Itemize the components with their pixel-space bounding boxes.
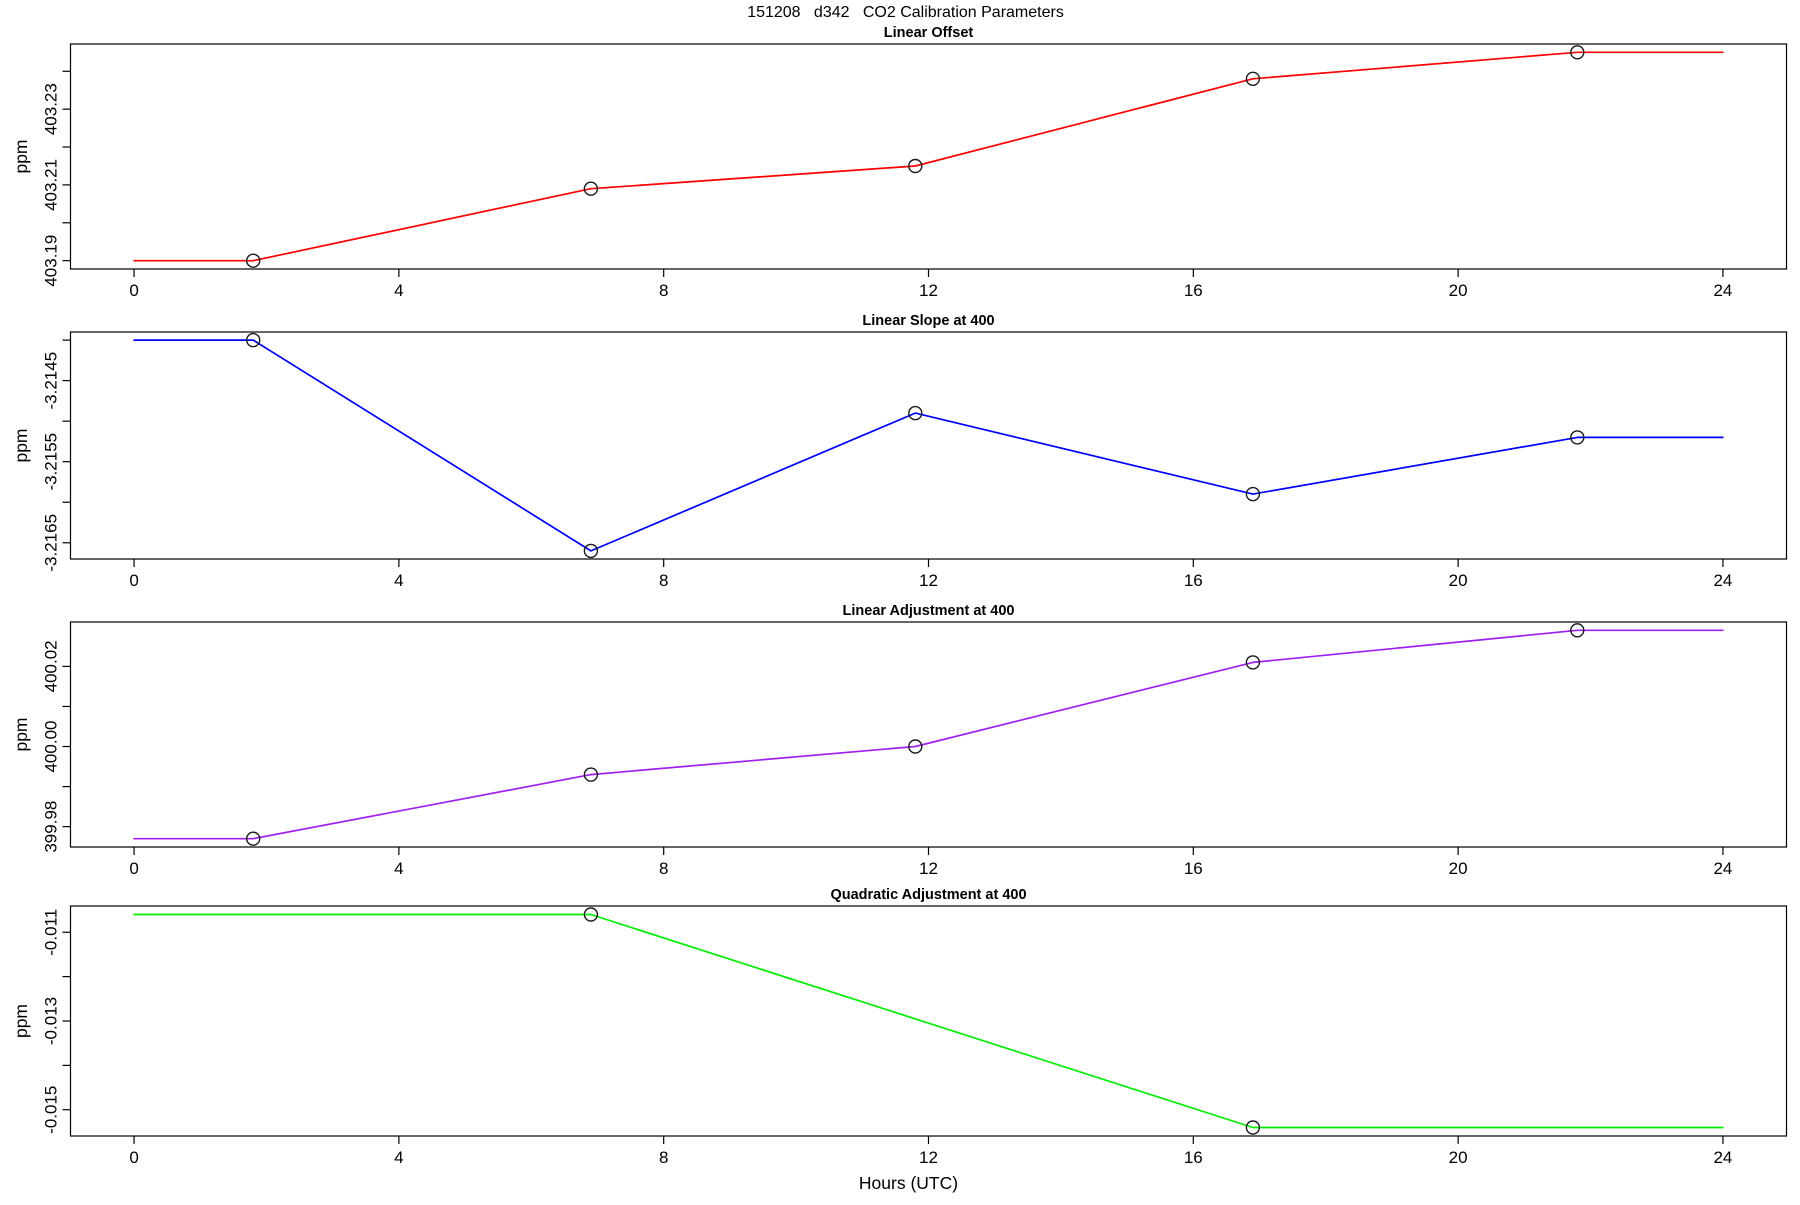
x-tick-label: 16 (1184, 571, 1203, 590)
data-point-marker (583, 543, 599, 559)
series-line (133, 51, 1724, 262)
x-tick-label: 16 (1184, 1148, 1203, 1167)
data-point-marker (245, 332, 261, 348)
x-tick-label: 0 (129, 859, 138, 878)
x-tick-label: 24 (1713, 281, 1732, 300)
x-tick-label: 12 (919, 1148, 938, 1167)
y-axis-caption: ppm (11, 717, 31, 751)
x-tick-label: 20 (1449, 1148, 1468, 1167)
plot-box (69, 621, 1788, 848)
y-tick-label: 400.02 (42, 640, 61, 692)
data-point-marker (1570, 45, 1585, 60)
x-tick-label: 12 (919, 859, 938, 878)
y-axis-caption: ppm (11, 1004, 31, 1038)
x-tick-label: 20 (1449, 859, 1468, 878)
panel-linear-slope-at-400: Linear Slope at 400 ppm 0 4 8 12 16 20 24 -3.2145… (11, 313, 1788, 590)
y-tick-label: 400.00 (42, 721, 61, 773)
series-line (133, 629, 1724, 840)
data-point-marker (583, 767, 599, 782)
panel-title: Quadratic Adjustment at 400 (830, 887, 1026, 903)
data-point-marker (1570, 623, 1585, 638)
x-tick-label: 8 (659, 571, 668, 590)
x-tick-label: 12 (919, 281, 938, 300)
x-tick-label: 16 (1184, 859, 1203, 878)
y-tick-label: 403.23 (42, 83, 61, 135)
y-tick-label: -0.013 (42, 997, 61, 1045)
y-tick-label: -3.2145 (42, 352, 61, 410)
panel-linear-adjustment-at-400: Linear Adjustment at 400 ppm 0 4 8 12 16 20 24 39… (11, 603, 1788, 878)
data-point-marker (908, 405, 923, 421)
panel-title: Linear Slope at 400 (862, 313, 994, 329)
series-line (133, 913, 1724, 1129)
y-tick-label: -3.2165 (42, 514, 61, 572)
data-point-marker (908, 739, 923, 754)
x-tick-label: 8 (659, 1148, 668, 1167)
x-tick-label: 8 (659, 859, 668, 878)
x-tick-label: 4 (394, 1148, 403, 1167)
panel-title: Linear Adjustment at 400 (843, 603, 1015, 619)
data-point-marker (1245, 486, 1261, 502)
data-point-marker (583, 907, 599, 922)
plot-box (69, 905, 1788, 1137)
data-point-marker (908, 158, 923, 174)
data-point-marker (1570, 430, 1585, 445)
x-tick-label: 12 (919, 571, 938, 590)
x-tick-label: 8 (659, 281, 668, 300)
x-tick-label: 0 (129, 571, 138, 590)
x-tick-label: 24 (1713, 571, 1732, 590)
data-point-marker (1245, 1120, 1261, 1135)
y-tick-label: -0.011 (42, 909, 61, 956)
y-tick-label: -0.015 (42, 1086, 61, 1134)
x-tick-label: 24 (1713, 1148, 1732, 1167)
data-point-marker (245, 253, 261, 268)
y-tick-label: -3.2155 (42, 433, 61, 491)
y-axis-caption: ppm (11, 428, 31, 462)
x-tick-label: 0 (129, 281, 138, 300)
series-line (133, 339, 1724, 552)
plot-box (69, 43, 1788, 270)
x-axis-caption: Hours (UTC) (859, 1173, 958, 1193)
data-point-marker (583, 181, 599, 196)
x-tick-label: 4 (394, 571, 403, 590)
panel-title: Linear Offset (884, 25, 974, 41)
x-tick-label: 16 (1184, 281, 1203, 300)
x-tick-label: 4 (394, 281, 403, 300)
data-point-marker (1245, 655, 1261, 670)
y-tick-label: 403.21 (42, 159, 61, 211)
y-tick-label: 399.98 (42, 801, 61, 853)
page-title: 151208 d342 CO2 Calibration Parameters (747, 4, 1064, 21)
x-tick-label: 20 (1449, 571, 1468, 590)
panel-quadratic-adjustment-at-400: Quadratic Adjustment at 400 ppm 0 4 8 12 16 20 2… (11, 887, 1788, 1167)
y-axis-caption: ppm (11, 139, 31, 173)
x-tick-label: 24 (1713, 859, 1732, 878)
x-tick-label: 20 (1449, 281, 1468, 300)
x-tick-label: 0 (129, 1148, 138, 1167)
panel-linear-offset: Linear Offset ppm 0 4 8 12 16 20 24 403.19 403.21 4… (11, 25, 1788, 300)
x-tick-label: 4 (394, 859, 403, 878)
data-point-marker (1245, 71, 1261, 87)
data-point-marker (245, 831, 261, 846)
y-tick-label: 403.19 (42, 235, 61, 287)
